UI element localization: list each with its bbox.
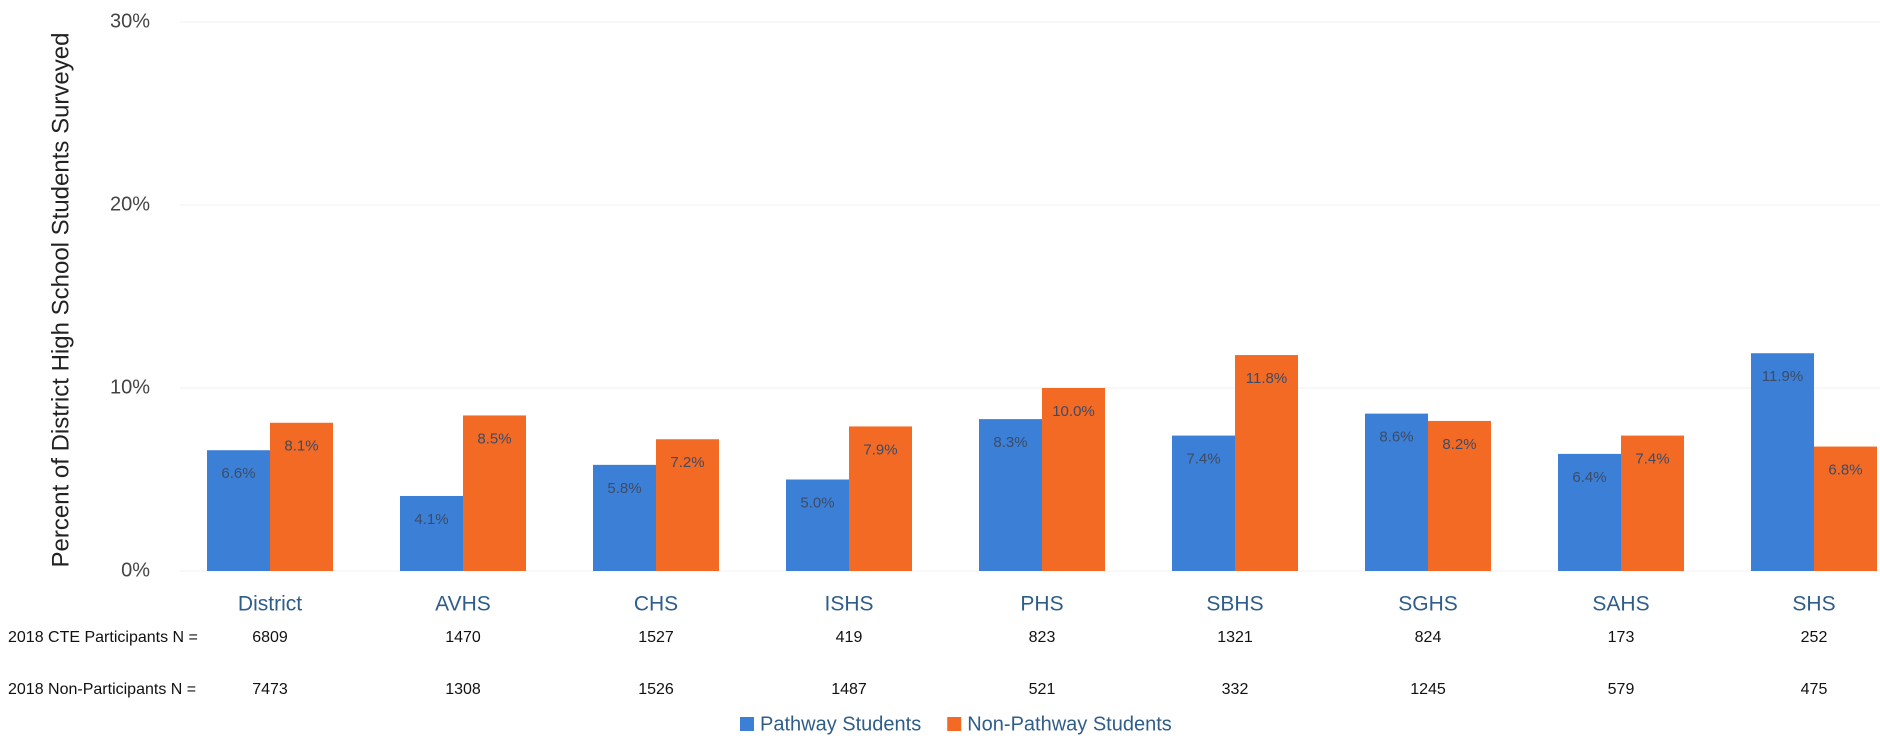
table-row-label: 2018 CTE Participants N = xyxy=(8,629,198,646)
bar xyxy=(207,450,270,571)
bar xyxy=(1621,435,1684,571)
x-tick-label: District xyxy=(238,593,302,616)
table-cell: 252 xyxy=(1801,629,1828,646)
legend-label: Non-Pathway Students xyxy=(967,713,1172,735)
x-tick-label: PHS xyxy=(1020,593,1063,616)
data-label: 8.5% xyxy=(477,430,511,447)
data-label: 8.2% xyxy=(1442,436,1476,453)
data-label: 5.0% xyxy=(800,494,834,511)
data-label: 7.2% xyxy=(670,454,704,471)
bar xyxy=(1172,435,1235,571)
y-axis-title: Percent of District High School Students… xyxy=(47,33,74,568)
bar xyxy=(400,495,463,571)
bar xyxy=(1428,420,1491,571)
bar xyxy=(593,464,656,571)
data-label: 7.4% xyxy=(1635,451,1669,468)
table-cell: 6809 xyxy=(252,629,288,646)
bar xyxy=(463,415,526,571)
table-cell: 173 xyxy=(1608,629,1635,646)
bar xyxy=(656,439,719,571)
data-label: 8.3% xyxy=(993,434,1027,451)
table-cell: 7473 xyxy=(252,681,288,698)
bar xyxy=(1558,453,1621,571)
table-cell: 1526 xyxy=(638,681,674,698)
x-tick-label: CHS xyxy=(634,593,678,616)
table-cell: 824 xyxy=(1415,629,1442,646)
x-tick-label: AVHS xyxy=(435,593,491,616)
data-label: 7.9% xyxy=(863,441,897,458)
legend-swatch xyxy=(740,717,754,731)
data-label: 11.9% xyxy=(1762,368,1803,385)
legend-label: Pathway Students xyxy=(760,713,921,735)
bar xyxy=(1751,353,1814,571)
legend-swatch xyxy=(947,717,962,731)
bar xyxy=(1042,388,1105,571)
table-cell: 1487 xyxy=(831,681,867,698)
table-cell: 1321 xyxy=(1217,629,1253,646)
y-tick-label: 10% xyxy=(110,376,150,398)
data-label: 6.4% xyxy=(1572,469,1606,486)
y-tick-label: 30% xyxy=(110,10,150,32)
x-tick-label: SGHS xyxy=(1398,593,1458,616)
data-label: 7.4% xyxy=(1186,451,1220,468)
data-label: 8.1% xyxy=(284,438,318,455)
data-label: 4.1% xyxy=(414,511,448,528)
x-tick-label: SHS xyxy=(1792,593,1835,616)
table-cell: 521 xyxy=(1029,681,1056,698)
table-cell: 1527 xyxy=(638,629,674,646)
data-label: 5.8% xyxy=(607,480,641,497)
x-tick-label: ISHS xyxy=(824,593,873,616)
bar xyxy=(849,426,912,571)
data-label: 6.8% xyxy=(1828,462,1862,479)
x-tick-label: SBHS xyxy=(1206,593,1263,616)
bar xyxy=(786,479,849,571)
bar xyxy=(1814,446,1877,571)
table-cell: 475 xyxy=(1801,681,1828,698)
bar xyxy=(979,419,1042,571)
table-row-label: 2018 Non-Participants N = xyxy=(8,681,196,698)
y-tick-label: 20% xyxy=(110,193,150,215)
bar xyxy=(1235,355,1298,571)
table-cell: 579 xyxy=(1608,681,1635,698)
table-cell: 1245 xyxy=(1410,681,1446,698)
x-tick-label: SAHS xyxy=(1592,593,1649,616)
data-label: 8.6% xyxy=(1379,429,1413,446)
data-label: 11.8% xyxy=(1246,370,1287,387)
table-cell: 1470 xyxy=(445,629,481,646)
table-cell: 332 xyxy=(1222,681,1249,698)
data-label: 10.0% xyxy=(1052,403,1095,420)
data-label: 6.6% xyxy=(221,465,255,482)
table-cell: 823 xyxy=(1029,629,1056,646)
table-cell: 419 xyxy=(836,629,863,646)
bar xyxy=(1365,413,1428,571)
bar xyxy=(270,422,333,571)
y-tick-label: 0% xyxy=(121,559,150,581)
table-cell: 1308 xyxy=(445,681,481,698)
